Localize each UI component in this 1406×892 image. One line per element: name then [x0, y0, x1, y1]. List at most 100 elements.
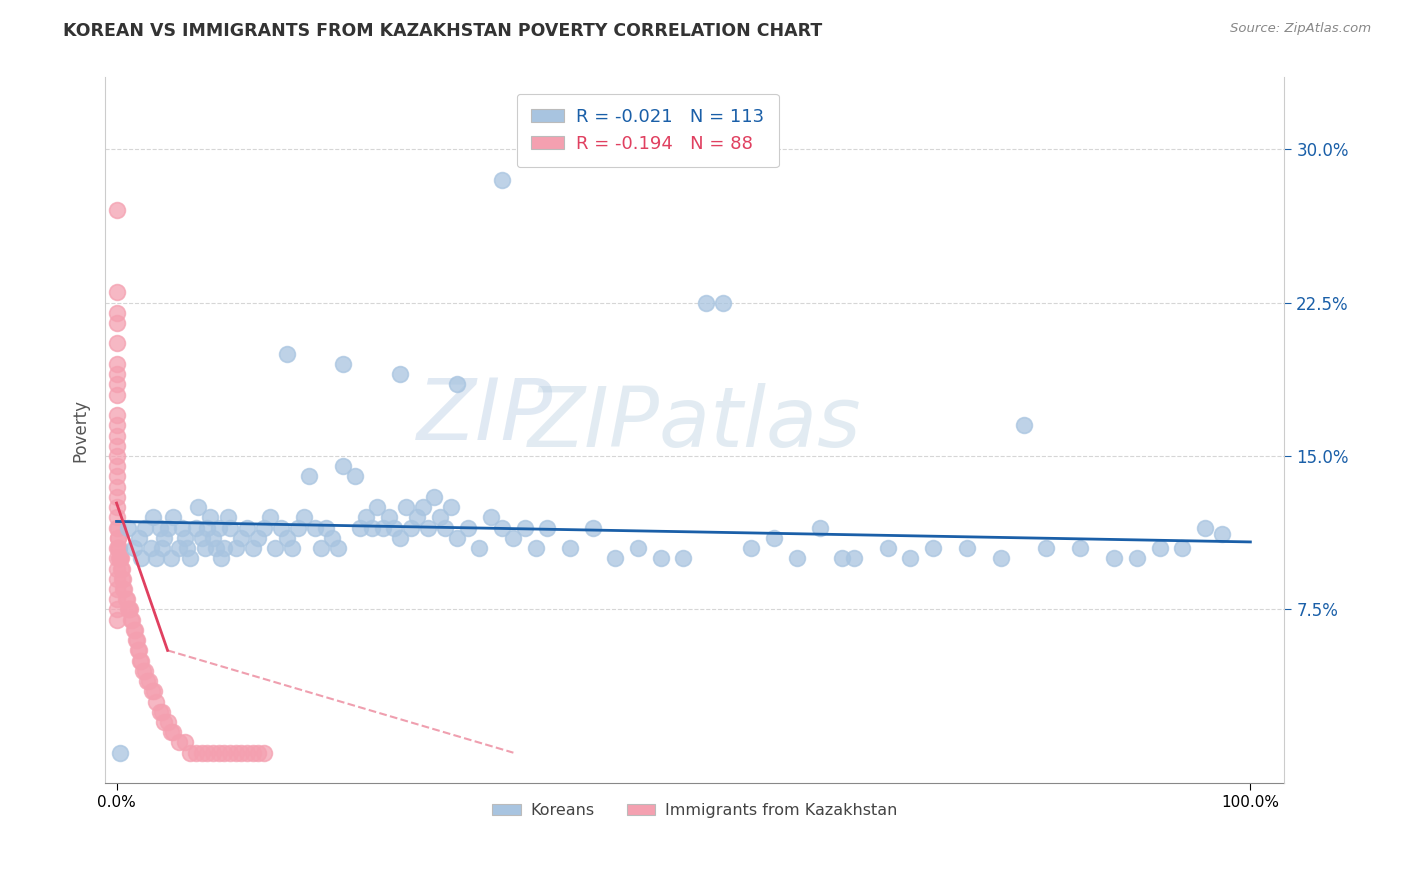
Point [276, 347, 298, 361]
Point [207, 520, 229, 534]
Point [201, 531, 224, 545]
Point [343, 469, 366, 483]
Point [105, 357, 128, 371]
Point [315, 520, 337, 534]
Point [214, 746, 236, 760]
Point [354, 510, 377, 524]
Point [558, 541, 581, 555]
Point [446, 377, 468, 392]
Point [108, 551, 131, 566]
Point [120, 613, 142, 627]
Point [831, 551, 853, 566]
Point [105, 510, 128, 524]
Point [105, 613, 128, 627]
Point [434, 520, 457, 534]
Point [173, 735, 195, 749]
Point [190, 531, 212, 545]
Point [105, 520, 128, 534]
Point [808, 520, 831, 534]
Point [382, 520, 405, 534]
Point [406, 510, 429, 524]
Point [401, 520, 423, 534]
Point [1035, 541, 1057, 555]
Point [627, 541, 650, 555]
Point [468, 541, 491, 555]
Point [127, 643, 149, 657]
Point [423, 490, 446, 504]
Point [149, 520, 172, 534]
Point [195, 520, 218, 534]
Point [205, 541, 228, 555]
Point [138, 674, 160, 689]
Point [105, 285, 128, 300]
Point [332, 357, 354, 371]
Point [156, 520, 179, 534]
Point [360, 520, 382, 534]
Point [412, 500, 434, 515]
Point [107, 531, 129, 545]
Point [108, 541, 131, 555]
Point [167, 735, 190, 749]
Point [111, 572, 134, 586]
Point [105, 551, 128, 566]
Point [122, 623, 145, 637]
Point [225, 746, 247, 760]
Point [162, 510, 184, 524]
Point [105, 572, 128, 586]
Point [1012, 418, 1035, 433]
Point [236, 520, 259, 534]
Point [366, 500, 388, 515]
Point [134, 520, 156, 534]
Point [150, 705, 173, 719]
Point [763, 531, 786, 545]
Point [117, 602, 139, 616]
Point [105, 316, 128, 330]
Point [253, 746, 276, 760]
Point [136, 674, 159, 689]
Point [108, 746, 131, 760]
Point [105, 203, 128, 218]
Point [110, 551, 132, 566]
Point [281, 541, 304, 555]
Point [160, 551, 183, 566]
Point [876, 541, 898, 555]
Point [440, 500, 463, 515]
Point [956, 541, 979, 555]
Point [207, 746, 229, 760]
Point [1211, 526, 1233, 541]
Point [105, 387, 128, 401]
Point [247, 746, 270, 760]
Legend: Koreans, Immigrants from Kazakhstan: Koreans, Immigrants from Kazakhstan [486, 797, 904, 825]
Point [134, 664, 156, 678]
Point [1171, 541, 1194, 555]
Point [219, 520, 242, 534]
Point [236, 746, 259, 760]
Point [167, 541, 190, 555]
Point [605, 551, 627, 566]
Text: ZIPatlas: ZIPatlas [529, 383, 862, 464]
Point [491, 520, 513, 534]
Point [114, 582, 136, 596]
Point [173, 531, 195, 545]
Point [172, 520, 194, 534]
Point [377, 510, 399, 524]
Point [156, 714, 179, 729]
Point [128, 643, 150, 657]
Point [121, 613, 143, 627]
Point [105, 500, 128, 515]
Point [194, 541, 217, 555]
Point [695, 295, 717, 310]
Point [259, 510, 281, 524]
Point [209, 551, 232, 566]
Point [131, 551, 153, 566]
Point [298, 469, 321, 483]
Point [711, 295, 734, 310]
Point [105, 480, 128, 494]
Point [242, 541, 264, 555]
Point [536, 520, 558, 534]
Point [131, 664, 153, 678]
Point [650, 551, 672, 566]
Point [107, 541, 129, 555]
Point [125, 633, 148, 648]
Point [582, 520, 605, 534]
